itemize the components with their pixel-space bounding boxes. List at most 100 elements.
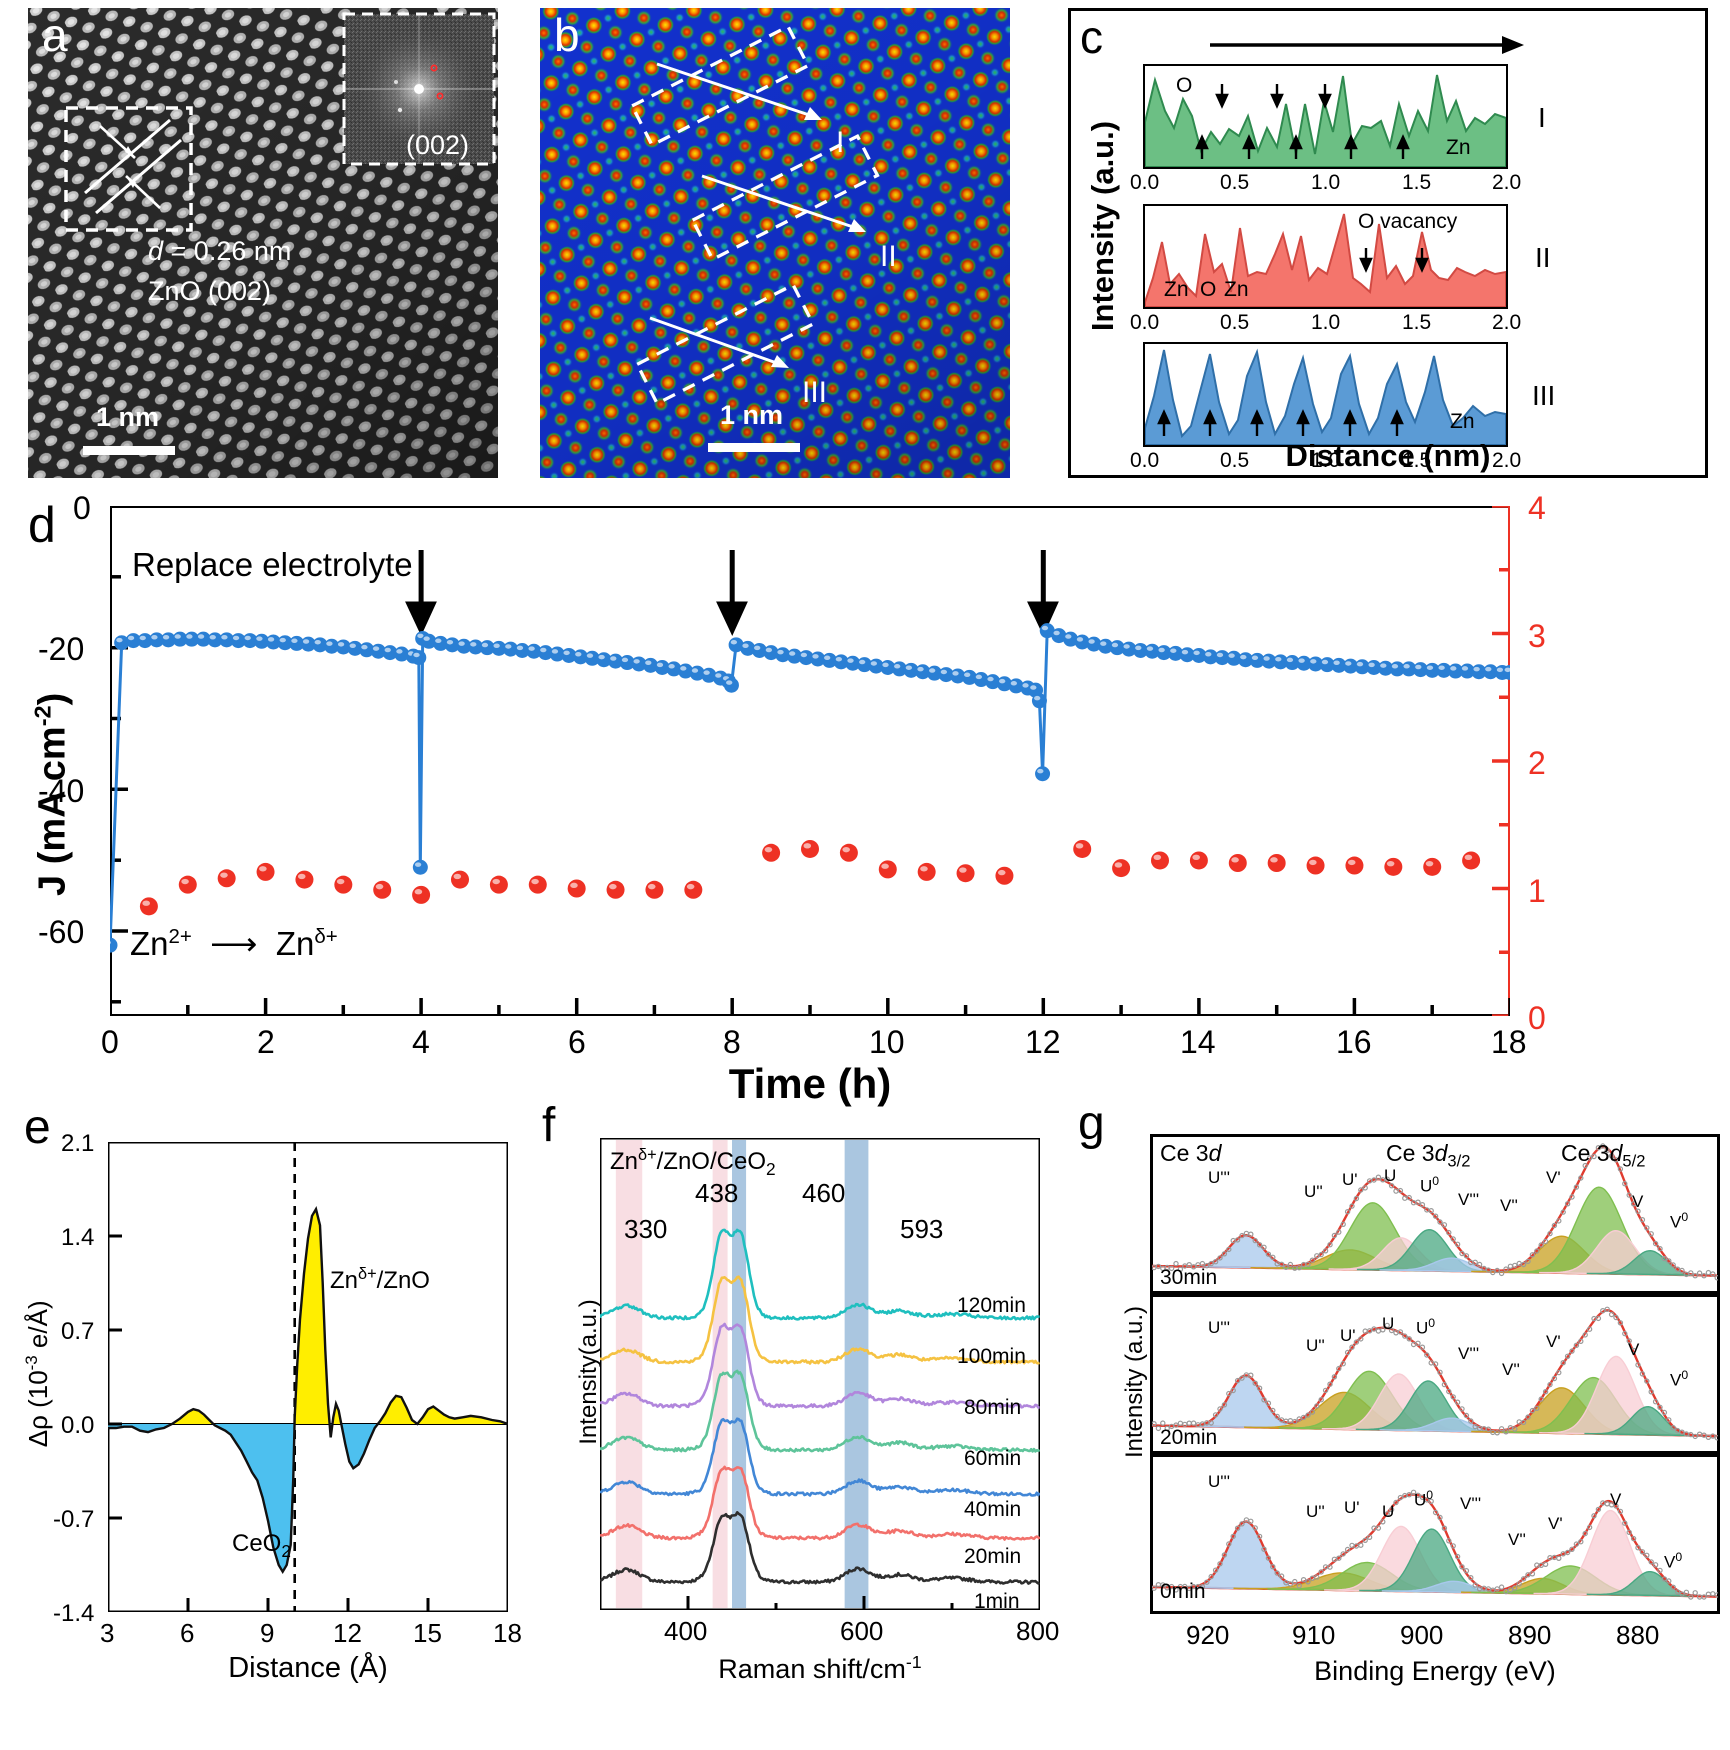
panel-g-peak-30min-V3: V''': [1458, 1190, 1480, 1209]
panel-c-xtick-II-0: 0.0: [1130, 311, 1160, 334]
panel-d-ytick-right-2: 2: [1528, 745, 1546, 781]
panel-c-xtick-II-1: 0.5: [1220, 311, 1250, 334]
panel-d-xtick-9: 18: [1491, 1024, 1527, 1060]
panel-d-ytick-right-3: 3: [1528, 618, 1546, 654]
panel-c-trace-III-label-Zn: Zn: [1450, 410, 1475, 433]
panel-c-trace-II-label-Zn1: Zn: [1164, 278, 1189, 301]
panel-e-ylabel: Δρ (10-3 e/Å): [22, 1300, 53, 1448]
panel-d-xtick-5: 10: [869, 1024, 905, 1060]
panel-e-xtick-5: 18: [493, 1618, 522, 1648]
panel-f-sample-label: Znδ+/ZnO/CeO2: [610, 1146, 776, 1179]
panel-d-xtick-4: 8: [723, 1024, 741, 1060]
panel-g-spectrum-20min: [1152, 1306, 1718, 1441]
panel-c-xtick-III-0: 0.0: [1130, 449, 1160, 472]
panel-d-label: d: [28, 497, 56, 553]
panel-f-peak-label-593: 593: [900, 1214, 944, 1244]
panel-f-ylabel: Intensity(a.u.): [575, 1299, 602, 1445]
panel-g-time-label-0min: 0min: [1160, 1580, 1206, 1603]
panel-f-label: f: [542, 1099, 556, 1152]
panel-c-xtick-I-0: 0.0: [1130, 171, 1160, 194]
panel-g-peak-30min-V: V: [1632, 1192, 1644, 1211]
panel-g-peak-0min-V1: V': [1548, 1514, 1563, 1533]
panel-e-label-zn-zno: Znδ+/ZnO: [330, 1265, 430, 1294]
panel-g-peak-20min-V1: V': [1546, 1332, 1561, 1351]
panel-d: d J (mA cm-2) FECO/FEH2: [0, 490, 1730, 1107]
panel-g-xtick-2: 900: [1400, 1620, 1444, 1650]
panel-a-image: [28, 8, 498, 478]
panel-f-xtick-0: 400: [664, 1616, 708, 1646]
panel-f-peak-label-438: 438: [695, 1178, 739, 1208]
panel-f-peak-label-330: 330: [624, 1214, 668, 1244]
panel-c-xtick-III-4: 2.0: [1492, 449, 1522, 472]
panel-g-peak-30min-U1: U': [1342, 1170, 1358, 1189]
panel-c-xtick-III-2: 1.0: [1311, 449, 1341, 472]
panel-d-annotation-zn-transform: Zn2+ ⟶ Znδ+: [130, 925, 338, 962]
panel-c-xtick-II-2: 1.0: [1311, 311, 1341, 334]
panel-d-xtick-3: 6: [568, 1024, 586, 1060]
panel-a-material: ZnO (002): [148, 276, 272, 306]
panel-f-trace-label-80min: 80min: [964, 1396, 1022, 1419]
panel-g-xlabel: Binding Energy (eV): [1314, 1656, 1556, 1686]
panel-d-xtick-0: 0: [101, 1024, 119, 1060]
panel-c-xtick-I-1: 0.5: [1220, 171, 1250, 194]
panel-f-xlabel: Raman shift/cm-1: [718, 1652, 922, 1684]
panel-e-ytick-5: -1.4: [53, 1600, 95, 1627]
panel-g-peak-20min-U0: U0: [1416, 1316, 1436, 1338]
panel-g-xtick-1: 910: [1292, 1620, 1336, 1650]
panel-a-scalebar-label: 1 nm: [96, 402, 160, 432]
panel-d-ytick-right-1: 1: [1528, 873, 1546, 909]
panel-f-trace-label-40min: 40min: [964, 1498, 1022, 1521]
panel-c-trace-II: [1145, 213, 1506, 307]
panel-c-trace-III: [1145, 348, 1506, 445]
panel-e-ytick-2: 0.7: [61, 1318, 95, 1345]
panel-d-xlabel: Time (h): [728, 1060, 892, 1107]
panel-e-label-ceo2: CeO2: [232, 1530, 291, 1561]
panel-g-time-label-30min: 30min: [1160, 1266, 1218, 1289]
panel-g-peak-0min-V: V: [1610, 1490, 1622, 1509]
panel-c-trace-II-label-Zn2: Zn: [1224, 278, 1249, 301]
panel-g-peak-20min-U: U: [1382, 1314, 1395, 1333]
panel-g-label: g: [1078, 1097, 1105, 1150]
panel-b-label: b: [554, 9, 580, 61]
panel-f-peak-label-460: 460: [802, 1178, 846, 1208]
panel-g-peak-30min-V2: V'': [1500, 1196, 1518, 1215]
panel-c-trace-III-arrows: [1157, 409, 1404, 436]
panel-g-peak-0min-U3: U''': [1208, 1472, 1231, 1491]
panel-g-peak-0min-U0: U0: [1414, 1488, 1434, 1510]
panel-f: f Intensity(a.u.) Znδ+/ZnO/CeO2 330 438 …: [532, 1090, 1062, 1750]
panel-c-trace-I: [1145, 74, 1506, 167]
panel-d-ytick-left-2: -40: [38, 773, 85, 809]
panel-c-trace-II-label-O: O: [1200, 278, 1217, 301]
panel-g-peak-20min-U3: U''': [1208, 1318, 1231, 1337]
panel-g-peak-30min-U0: U0: [1420, 1174, 1440, 1196]
panel-e-plot: [108, 1142, 508, 1612]
panel-g-peak-30min-U: U: [1384, 1166, 1397, 1185]
panel-e-xtick-2: 9: [260, 1618, 275, 1648]
panel-b-image: [540, 8, 1010, 478]
panel-e: e Δρ (10-3 e/Å) 2.1 1.4 0.7 0.0: [0, 1090, 530, 1750]
panel-g-peak-0min-U2: U'': [1306, 1502, 1325, 1521]
panel-g-peak-0min-U1: U': [1344, 1498, 1360, 1517]
panel-c-xtick-I-2: 1.0: [1311, 171, 1341, 194]
panel-g-time-label-20min: 20min: [1160, 1426, 1218, 1449]
panel-c-region-I-marker: I: [1538, 102, 1546, 133]
panel-d-xtick-7: 14: [1180, 1024, 1216, 1060]
panel-a-inset-label: (002): [406, 130, 470, 160]
panel-a-label: a: [42, 9, 68, 61]
panel-e-ytick-3: 0.0: [61, 1412, 95, 1439]
panel-g-header-ce3d52: Ce 3d5/2: [1561, 1140, 1646, 1171]
panel-c-trace-II-label-vacancy: O vacancy: [1358, 210, 1458, 233]
panel-f-xtick-2: 800: [1016, 1616, 1060, 1646]
panel-g-peak-30min-U3: U''': [1208, 1168, 1231, 1187]
panel-g-xtick-3: 890: [1508, 1620, 1552, 1650]
panel-d-plot: [110, 506, 1510, 1016]
panel-c-xtick-II-3: 1.5: [1402, 311, 1432, 334]
panel-b-region-II: II: [880, 240, 897, 273]
panel-e-ytick-4: -0.7: [53, 1506, 95, 1533]
panel-a-dspacing: d = 0.26 nm: [148, 236, 292, 266]
panel-e-xtick-3: 12: [333, 1618, 362, 1648]
panel-g-peak-0min-U: U: [1382, 1502, 1395, 1521]
panel-f-xtick-1: 600: [840, 1616, 884, 1646]
panel-e-xtick-0: 3: [100, 1618, 115, 1648]
panel-d-annotation-replace-electrolyte: Replace electrolyte: [132, 546, 413, 583]
